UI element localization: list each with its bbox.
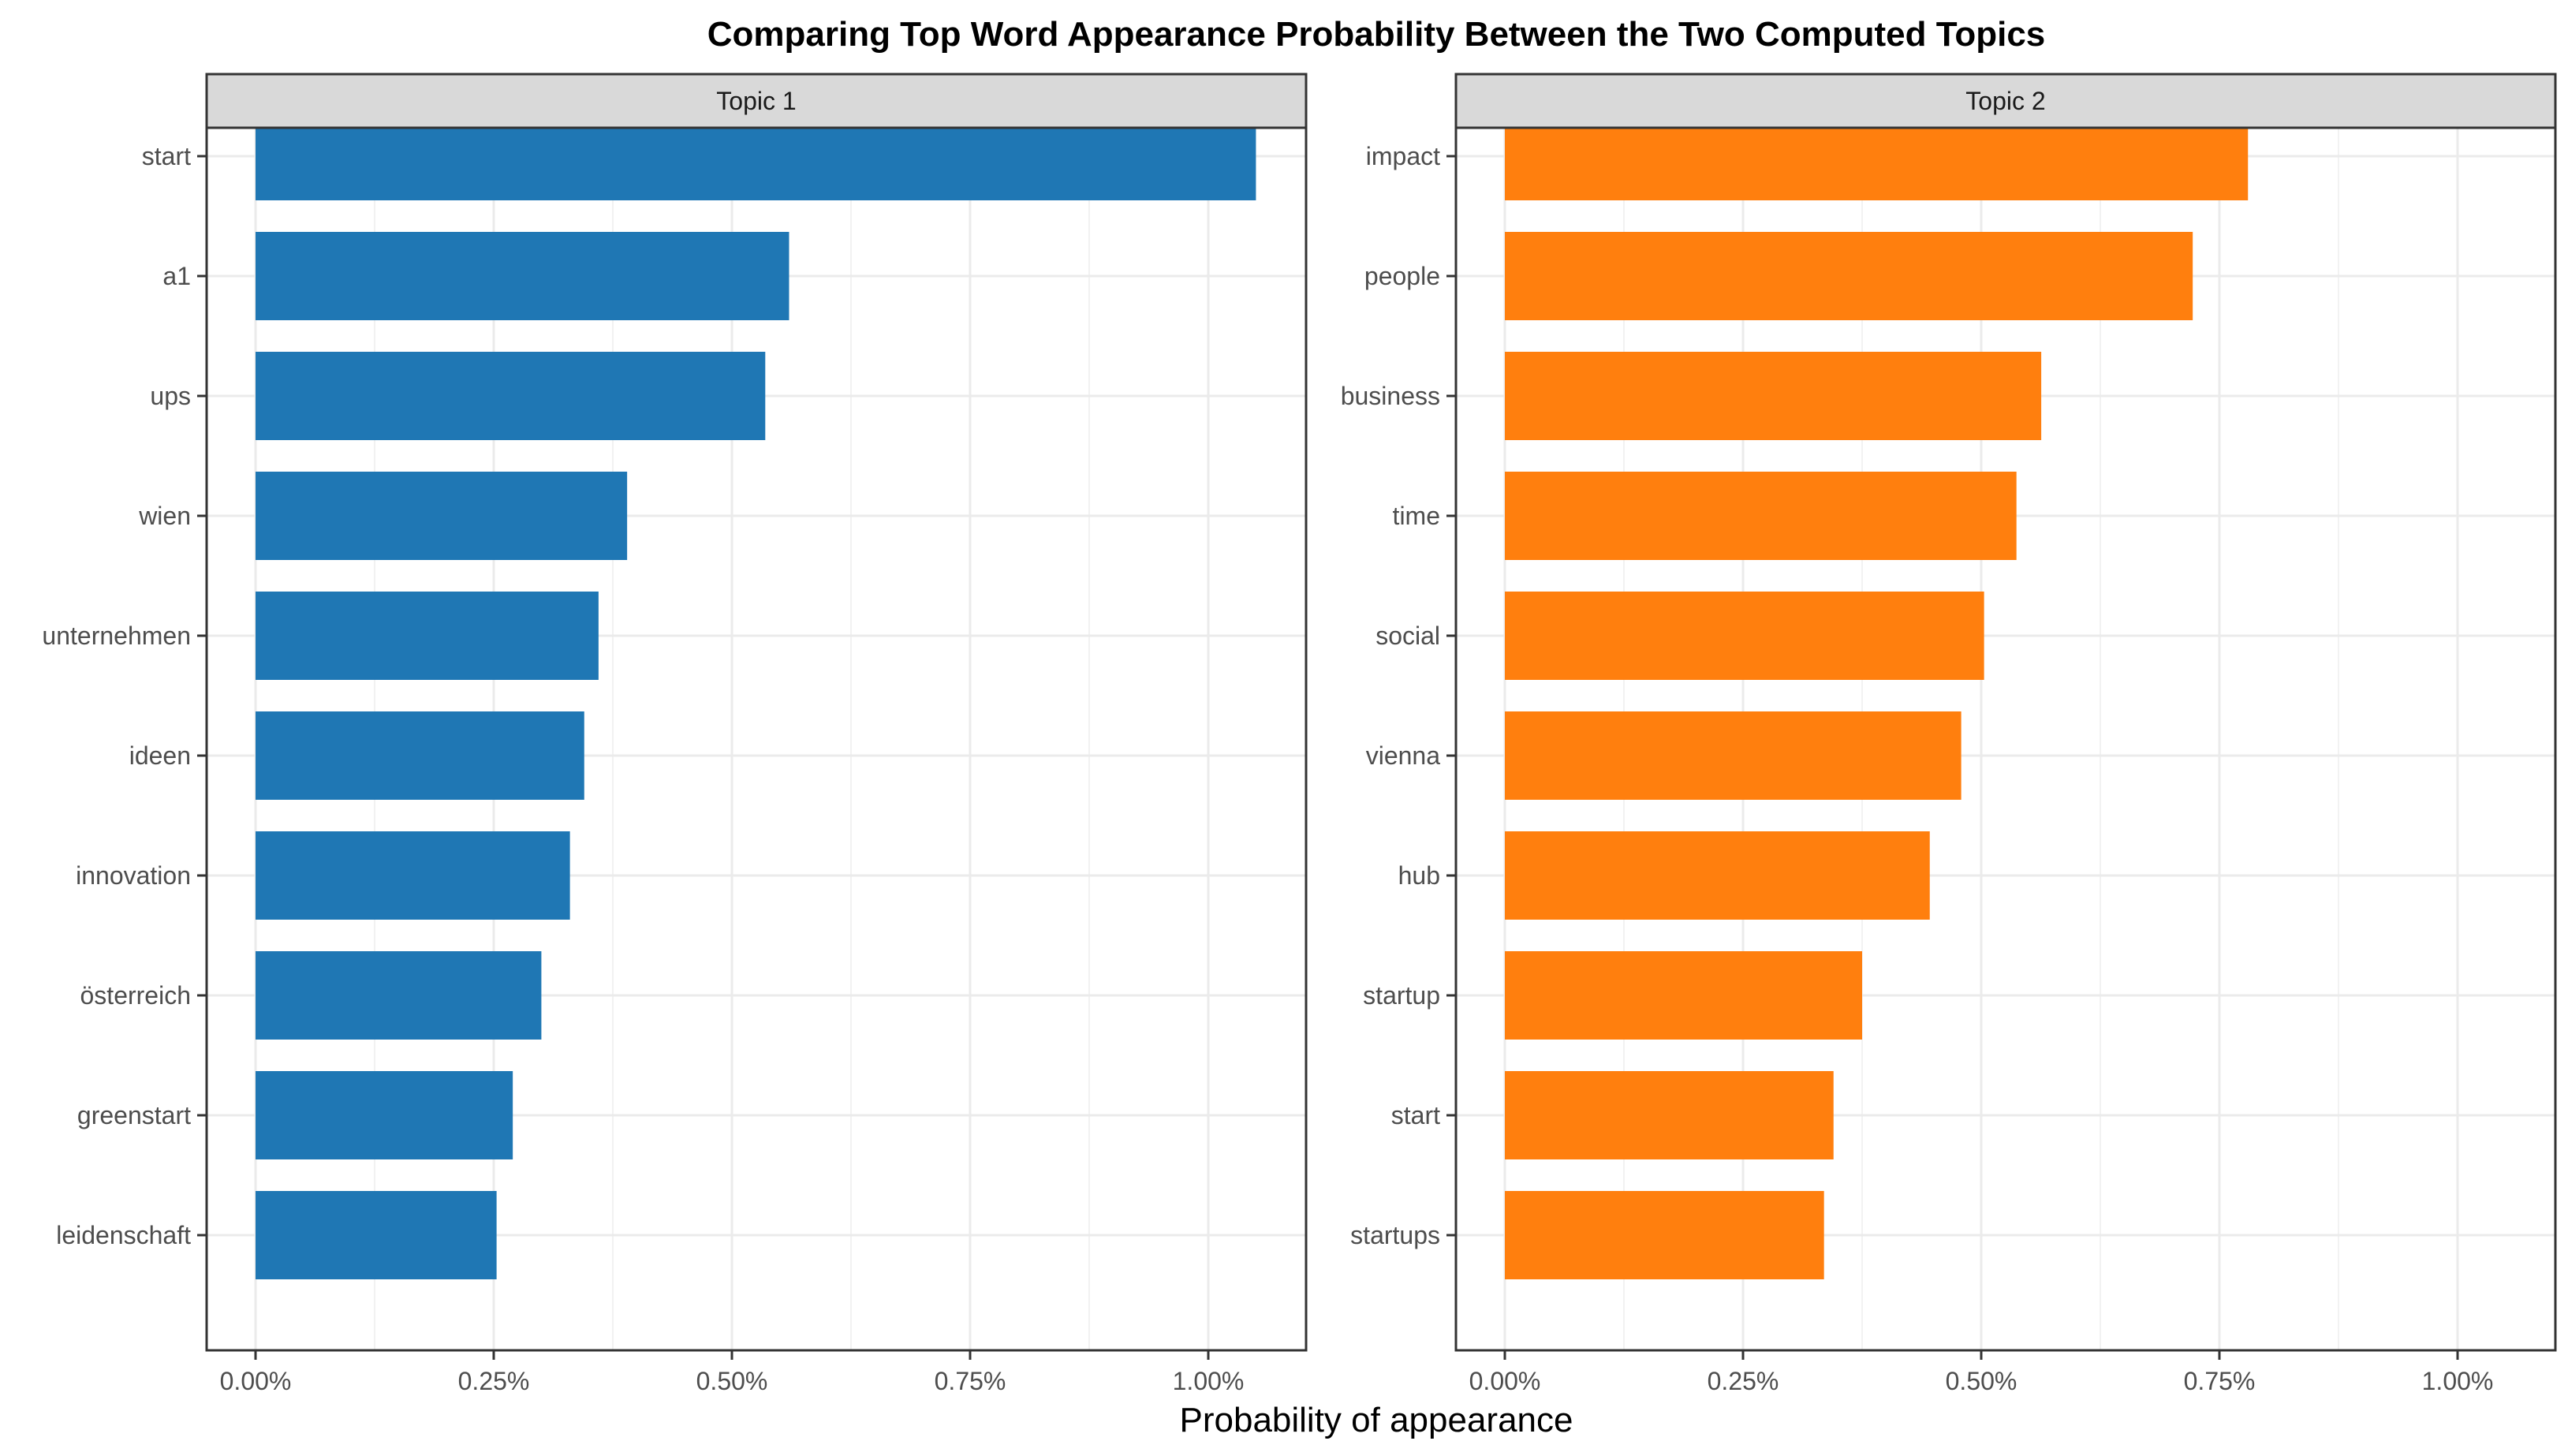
- x-tick-label: 0.25%: [458, 1367, 530, 1395]
- bar-wien: [256, 472, 628, 560]
- x-tick-label: 1.00%: [2422, 1367, 2494, 1395]
- bar-people: [1505, 232, 2193, 320]
- y-tick-label: impact: [1366, 142, 1440, 170]
- facet-panel-1: Topic 1 start a1 ups wien unternehmen ideen inn…: [42, 73, 1308, 1395]
- bar-greenstart: [256, 1071, 513, 1159]
- y-tick-label: wien: [138, 502, 191, 530]
- y-tick-label: leidenschaft: [56, 1221, 191, 1249]
- bar-social: [1505, 592, 1984, 680]
- y-tick-label: ideen: [129, 741, 191, 770]
- y-tick-label: start: [1391, 1101, 1440, 1129]
- facet-panels: Topic 1 start a1 ups wien unternehmen ideen inn…: [42, 73, 2557, 1395]
- bar-start: [1505, 1071, 1834, 1159]
- y-tick-label: ups: [150, 382, 191, 410]
- bar-unternehmen: [256, 592, 599, 680]
- y-tick-label: unternehmen: [42, 622, 191, 650]
- bar-vienna: [1505, 711, 1961, 800]
- y-tick-label: hub: [1398, 861, 1440, 890]
- y-tick-label: österreich: [80, 981, 192, 1010]
- facet-panel-2: Topic 2 impact people business time social vie…: [1341, 73, 2557, 1395]
- y-tick-label: social: [1375, 622, 1440, 650]
- y-tick-label: startup: [1363, 981, 1440, 1010]
- y-tick-label: greenstart: [77, 1101, 191, 1129]
- x-tick-label: 0.00%: [1469, 1367, 1541, 1395]
- bar-startups: [1505, 1191, 1824, 1279]
- y-tick-label: people: [1364, 262, 1440, 290]
- x-tick-label: 1.00%: [1173, 1367, 1245, 1395]
- x-tick-label: 0.50%: [696, 1367, 768, 1395]
- y-tick-label: business: [1341, 382, 1440, 410]
- bar-innovation: [256, 831, 570, 920]
- bar-hub: [1505, 831, 1930, 920]
- x-axis-label: Probability of appearance: [1180, 1401, 1573, 1439]
- x-tick-label: 0.50%: [1946, 1367, 2017, 1395]
- bar-österreich: [256, 951, 542, 1040]
- x-tick-label: 0.75%: [2184, 1367, 2256, 1395]
- facet-strip: [205, 73, 1308, 129]
- y-tick-label: vienna: [1366, 741, 1441, 770]
- y-tick-label: start: [142, 142, 191, 170]
- bar-business: [1505, 352, 2042, 440]
- bar-a1: [256, 232, 789, 320]
- y-tick-label: time: [1393, 502, 1440, 530]
- x-tick-label: 0.25%: [1708, 1367, 1779, 1395]
- facet-strip-label: Topic 1: [716, 87, 796, 115]
- chart-title: Comparing Top Word Appearance Probabilit…: [707, 15, 2046, 54]
- bar-ups: [256, 352, 766, 440]
- bar-time: [1505, 472, 2017, 560]
- x-tick-label: 0.75%: [935, 1367, 1006, 1395]
- bar-startup: [1505, 951, 1862, 1040]
- bar-ideen: [256, 711, 584, 800]
- y-tick-label: innovation: [76, 861, 191, 890]
- facet-strip-label: Topic 2: [1965, 87, 2045, 115]
- x-tick-label: 0.00%: [220, 1367, 292, 1395]
- bar-leidenschaft: [256, 1191, 497, 1279]
- y-tick-label: a1: [162, 262, 191, 290]
- facet-strip: [1454, 73, 2557, 129]
- y-tick-label: startups: [1350, 1221, 1440, 1249]
